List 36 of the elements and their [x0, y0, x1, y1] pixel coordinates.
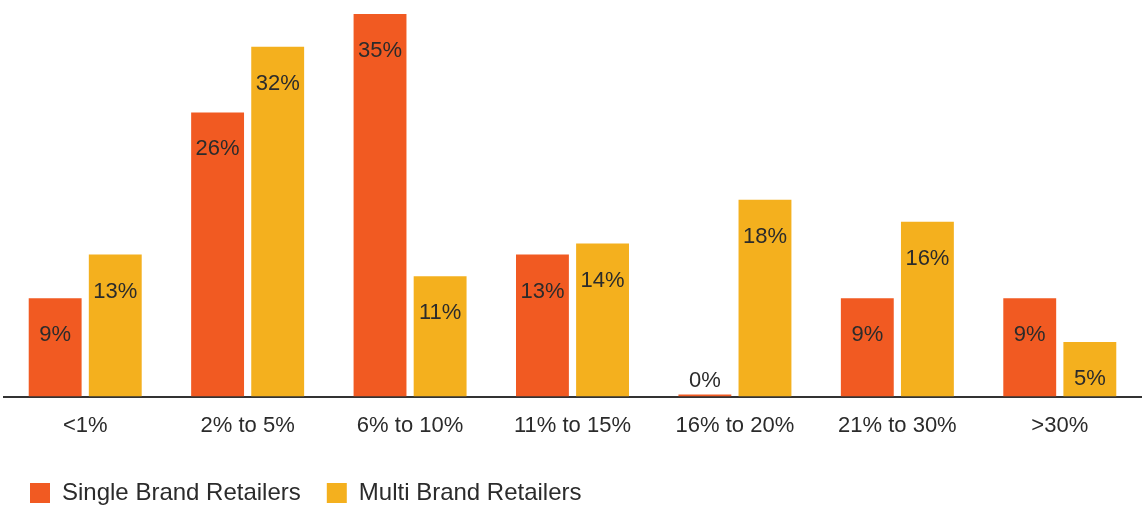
data-label: 35% — [358, 37, 403, 63]
data-label: 26% — [195, 135, 240, 161]
data-label: 0% — [688, 366, 721, 392]
data-label: 32% — [255, 69, 300, 95]
bar — [576, 243, 629, 397]
bar — [413, 276, 467, 397]
x-tick-label: 21% to 30% — [838, 411, 957, 437]
x-tick-label: >30% — [1031, 411, 1089, 437]
x-tick-label: 2% to 5% — [200, 411, 295, 437]
x-tick-label: 16% to 20% — [675, 411, 795, 437]
bar — [1063, 341, 1117, 397]
data-label: 9% — [1013, 321, 1046, 347]
bar — [738, 199, 792, 397]
bar — [28, 298, 82, 397]
data-label: 5% — [1073, 365, 1106, 391]
data-label: 9% — [851, 321, 884, 347]
legend-label: Multi Brand Retailers — [358, 477, 582, 505]
data-label: 9% — [39, 321, 72, 347]
x-tick-label: <1% — [62, 411, 108, 437]
data-label: 11% — [418, 299, 462, 325]
x-tick-label: 6% to 10% — [356, 411, 464, 437]
bar — [88, 254, 142, 397]
bar — [191, 112, 245, 397]
bar — [900, 221, 954, 397]
data-label: 13% — [520, 277, 565, 303]
bar — [353, 14, 407, 397]
bar — [840, 298, 894, 397]
data-label: 18% — [742, 222, 787, 248]
bar — [516, 254, 569, 397]
legend-label: Single Brand Retailers — [62, 477, 301, 505]
bar — [251, 46, 305, 397]
x-tick-label: 11% to 15% — [513, 411, 632, 437]
data-label: 13% — [93, 277, 138, 303]
data-label: 16% — [905, 244, 950, 270]
bar — [1003, 298, 1057, 397]
data-label: 14% — [580, 266, 625, 292]
